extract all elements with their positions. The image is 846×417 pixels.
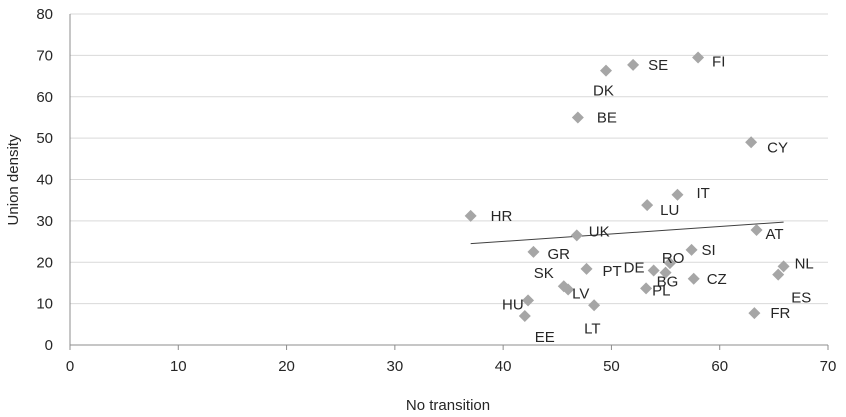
point-label-at: AT [766, 226, 784, 243]
y-tick-label: 30 [36, 213, 53, 230]
data-point-lv [562, 283, 575, 296]
data-point-cy [745, 136, 758, 149]
point-label-sk: SK [534, 265, 554, 282]
y-tick-label: 80 [36, 6, 53, 23]
x-axis-title: No transition [406, 397, 490, 414]
x-tick-label: 0 [66, 358, 74, 375]
point-label-ee: EE [535, 329, 555, 346]
data-point-de [647, 264, 660, 277]
y-tick-label: 0 [45, 337, 53, 354]
point-label-de: DE [624, 260, 645, 277]
data-point-lt [588, 299, 601, 312]
point-label-fi: FI [712, 53, 725, 70]
data-point-nl [777, 260, 790, 273]
y-tick-label: 60 [36, 89, 53, 106]
axes: 0 10 20 30 40 50 60 70 80 0 10 20 30 40 50 60 70 [36, 6, 836, 375]
x-tick-label: 60 [711, 358, 728, 375]
data-point-hr [464, 209, 477, 222]
data-point-be [571, 111, 584, 124]
point-label-bg: BG [657, 274, 679, 291]
data-point-es [772, 268, 785, 281]
data-point-ee [518, 310, 531, 323]
point-label-uk: UK [589, 223, 610, 240]
point-label-cy: CY [767, 139, 788, 156]
data-point-dk [600, 64, 613, 77]
y-tick-label: 50 [36, 130, 53, 147]
data-point-fi [692, 51, 705, 64]
y-tick-label: 10 [36, 296, 53, 313]
data-point-pt [580, 262, 593, 275]
point-label-hr: HR [491, 208, 513, 225]
point-label-lt: LT [584, 320, 600, 337]
point-label-se: SE [648, 57, 668, 74]
x-tick-label: 70 [820, 358, 837, 375]
point-label-lv: LV [572, 286, 589, 303]
point-label-pl: PL [652, 282, 670, 299]
data-point-bg [659, 266, 672, 279]
data-point-se [627, 58, 640, 71]
x-tick-label: 50 [603, 358, 620, 375]
point-label-lu: LU [660, 202, 679, 219]
x-tick-label: 30 [387, 358, 404, 375]
point-label-be: BE [597, 109, 617, 126]
point-label-fr: FR [770, 305, 790, 322]
point-label-es: ES [791, 290, 811, 307]
data-point-cz [687, 272, 700, 285]
data-point-it [671, 188, 684, 201]
data-points [464, 51, 790, 323]
point-label-it: IT [696, 185, 709, 202]
data-point-si [685, 243, 698, 256]
y-tick-label: 40 [36, 172, 53, 189]
data-point-fr [748, 307, 761, 320]
point-label-hu: HU [502, 296, 524, 313]
point-label-cz: CZ [707, 271, 727, 288]
data-point-pl [640, 282, 653, 295]
y-tick-label: 70 [36, 47, 53, 64]
point-label-dk: DK [593, 83, 614, 100]
y-tick-label: 20 [36, 254, 53, 271]
data-point-hu [522, 294, 535, 307]
x-tick-label: 20 [278, 358, 295, 375]
point-label-si: SI [702, 242, 716, 259]
x-tick-label: 10 [170, 358, 187, 375]
point-label-pt: PT [603, 263, 622, 280]
x-tick-label: 40 [495, 358, 512, 375]
data-point-lu [641, 199, 654, 212]
point-label-ro: RO [662, 250, 685, 267]
point-labels: FI SE DK BE CY IT LU HR AT UK SI GR RO NL PT DE BG ES CZ SK… [491, 53, 814, 346]
y-axis-title: Union density [5, 134, 22, 225]
trendline-group [470, 221, 784, 245]
point-label-nl: NL [795, 255, 814, 272]
data-point-at [750, 223, 763, 236]
data-point-gr [527, 245, 540, 258]
trendline [470, 221, 784, 245]
data-point-uk [570, 229, 583, 242]
data-point-ro [663, 257, 676, 270]
gridlines [70, 13, 828, 305]
point-label-gr: GR [547, 246, 570, 263]
